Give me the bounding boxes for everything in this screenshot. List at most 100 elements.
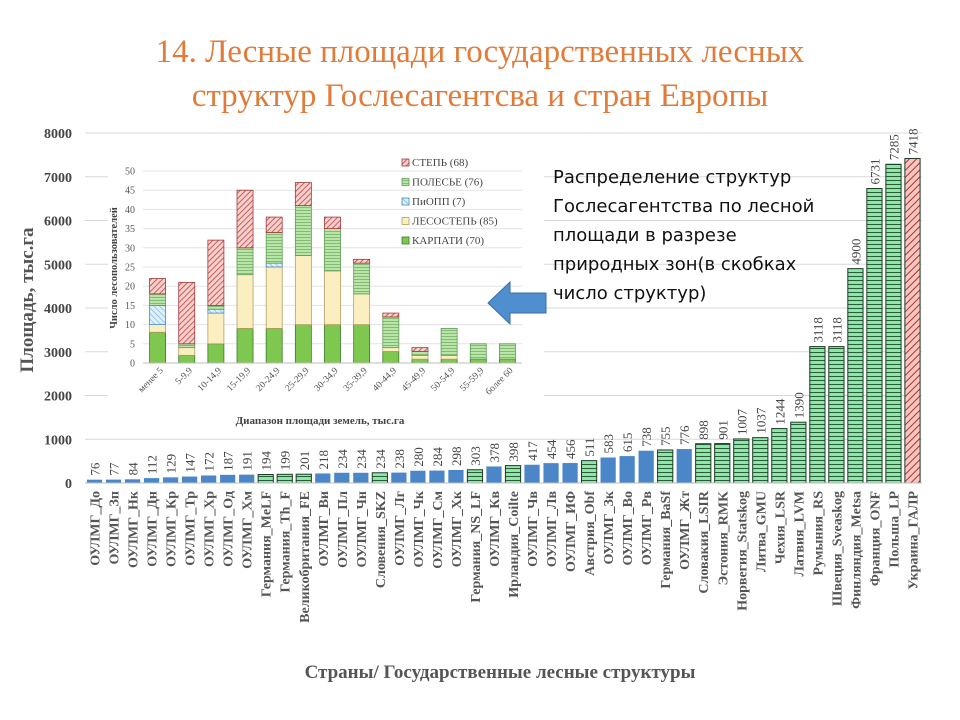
inset-bar-segment-karpaty [207,343,225,364]
bar-value-label: 3118 [829,317,844,343]
x-tick-label: Германия_NS_LF [469,491,484,603]
inset-bar-segment-piopp [265,262,283,268]
x-tick-label: Латвия_LVM [792,491,807,577]
bar-value-label: 583 [601,434,616,454]
x-tick-label: Литва_GMU [754,491,769,572]
x-tick-label: ОУЛМГ_Тр [184,491,199,566]
x-tick-label: Великобритания_FE [298,491,313,623]
legend-swatch-lesostep [401,217,410,225]
bar-blue [201,475,217,483]
bar-value-label: 901 [715,420,730,440]
bar-blue [600,457,616,483]
bar-value-label: 234 [373,449,388,469]
inset-bar-segment-lesostep [236,274,254,329]
bar-value-label: 755 [658,426,673,446]
inset-bar-segment-karpaty [411,358,429,364]
bar-value-label: 303 [468,446,483,466]
y-tick-label: 8000 [44,127,72,142]
bar-blue [334,472,350,483]
inset-y-axis-title: Число лесопользователей [109,207,120,329]
x-tick-label: ОУЛМГ_Кр [165,491,180,567]
inset-bar-segment-polesye [440,328,458,356]
x-tick-label: ОУЛМГ_Нк [127,490,142,568]
bar-value-label: 1244 [772,398,787,425]
bar-blue [239,474,255,483]
y-tick-label: 6000 [44,215,72,230]
callout-line: природных зон(в скобках [553,254,797,275]
bar-value-label: 234 [354,449,369,469]
bar-value-label: 172 [202,452,217,472]
x-tick-label: ОУЛМГ_Дн [146,491,161,567]
inset-bar-segment-polesye [324,228,341,272]
inset-bar-segment-lesostep [382,347,400,352]
y-tick-label: 0 [65,477,72,492]
inset-bar-segment-step [265,216,283,233]
inset-bar-segment-polesye [353,262,371,295]
callout-line: Гослесагентства по лесной [553,196,815,217]
x-tick-label: ОУЛМГ_Рв [640,491,655,566]
bar-value-label: 187 [221,451,236,471]
inset-y-tick-label: 50 [125,167,135,178]
legend-label: ПОЛЕСЬЕ (76) [412,177,483,189]
legend-label: КАРПАТИ (70) [412,235,484,247]
callout-line: площади в разрезе [553,225,737,246]
x-tick-label: Польша_LP [887,491,902,568]
bar-value-label: 77 [107,462,122,476]
inset-bar-segment-polesye [265,232,283,264]
legend-swatch-step [401,158,410,167]
inset-bar-segment-polesye [469,343,487,360]
inset-bar-segment-karpaty [440,358,458,364]
legend-label: ЛЕСОСТЕПЬ (85) [412,216,498,228]
x-tick-label: Швеция_Sveaskog [830,491,845,606]
inset-bar-segment-lesostep [149,324,166,333]
x-tick-label: ОУЛМГ_Зк [602,490,617,564]
y-tick-label: 2000 [44,390,72,405]
left-arrow-icon [487,280,547,326]
inset-bar-segment-karpaty [469,358,487,364]
bar-blue [429,470,445,483]
bar-value-label: 284 [430,447,445,467]
x-tick-label: ОУЛМГ_Лг [393,491,408,566]
inset-bar-segment-karpaty [382,351,400,364]
bar-blue [353,472,369,483]
inset-bar-segment-karpaty [149,331,166,364]
inset-bar-segment-karpaty [236,328,254,364]
x-tick-label: ОУЛМГ_Хм [241,491,256,569]
x-tick-label: ОУЛМГ_См [431,491,446,569]
y-axis-title: Площадь, тыс.га [17,227,38,373]
bar-value-label: 199 [278,451,293,471]
bar-value-label: 898 [696,420,711,440]
inset-bar-segment-polesye [207,304,225,310]
inset-y-tick-label: 30 [125,243,135,254]
x-tick-label: Словения_SKZ [374,491,389,588]
bar-blue [448,469,464,483]
bar-value-label: 1390 [791,392,806,418]
x-tick-label: Словакия_LSIR [697,490,712,593]
inset-bar-segment-lesostep [411,354,429,360]
x-tick-label: Чехия_LSR [773,490,788,564]
bar-blue [162,477,179,483]
inset-bar-segment-step [149,278,166,295]
bar-blue [182,476,198,483]
inset-bar-segment-piopp [149,304,166,325]
inset-y-tick-label: 0 [130,359,135,370]
bar-blue [105,479,122,483]
bar-value-label: 238 [392,449,407,469]
x-tick-label: ОУЛМГ_Пл [336,491,351,568]
bar-value-label: 776 [677,425,692,445]
inset-bar-segment-step [411,347,429,352]
inset-bar-segment-polesye [178,343,196,349]
bar-value-label: 234 [335,449,350,469]
inset-bar-segment-step [382,312,400,318]
bar-value-label: 147 [183,453,198,473]
inset-bar-segment-step [353,258,371,264]
x-tick-label: Украина_ГАЛР [906,491,921,590]
inset-bar-segment-karpaty [294,324,312,364]
x-tick-label: Ирландия_Coilte [507,491,522,598]
bar-blue [410,470,426,483]
bar-value-label: 456 [563,439,578,459]
y-tick-label: 7000 [44,171,72,186]
x-tick-label: Франция_ONF [868,491,883,586]
